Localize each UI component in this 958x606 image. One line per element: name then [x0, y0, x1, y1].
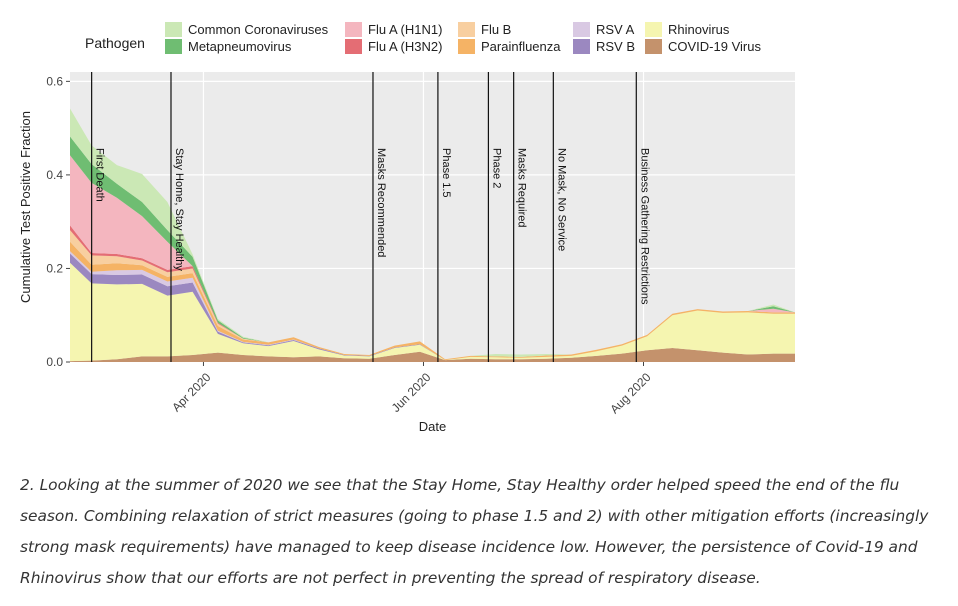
y-tick-label: 0.6	[46, 74, 63, 88]
caption-text: 2. Looking at the summer of 2020 we see …	[20, 476, 929, 587]
x-tick-label: Apr 2020	[169, 370, 214, 415]
legend-label-metapneumovirus: Metapneumovirus	[188, 39, 292, 54]
y-tick-label: 0.0	[46, 355, 63, 369]
event-label-phase-2: Phase 2	[490, 148, 502, 188]
legend-swatch-flu-a-h1n1	[345, 22, 362, 37]
legend-swatch-rhinovirus	[645, 22, 662, 37]
event-lines: First Death Stay Home, Stay Healthy Masks …	[91, 72, 650, 362]
event-label-no-mask-no-service: No Mask, No Service	[555, 148, 567, 251]
legend-swatch-rsv-b	[573, 39, 590, 54]
series-areas	[70, 108, 795, 362]
event-label-masks-required: Masks Required	[516, 148, 528, 227]
event-label-business-gathering-restrictions: Business Gathering Restrictions	[638, 148, 650, 305]
event-label-first-death: First Death	[94, 148, 106, 202]
stacked-area-chart: Pathogen Common Coronaviruses Flu A (H1N1…	[18, 22, 795, 434]
x-tick-label: Aug 2020	[607, 370, 653, 416]
legend-label-rsv-a: RSV A	[596, 22, 635, 37]
event-label-phase-1-5: Phase 1.5	[440, 148, 452, 198]
legend-label-covid-19-virus: COVID-19 Virus	[668, 39, 761, 54]
x-tick-label: Jun 2020	[389, 370, 434, 415]
y-tick-label: 0.4	[46, 168, 63, 182]
area-rhinovirus	[70, 262, 795, 362]
legend-label-parainfluenza: Parainfluenza	[481, 39, 561, 54]
legend-swatch-parainfluenza	[458, 39, 475, 54]
y-tick-label: 0.2	[46, 261, 63, 275]
legend-label-rhinovirus: Rhinovirus	[668, 22, 730, 37]
legend-swatch-rsv-a	[573, 22, 590, 37]
y-axis-title: Cumulative Test Positive Fraction	[18, 111, 33, 303]
x-axis-title: Date	[419, 419, 446, 434]
legend-label-flu-b: Flu B	[481, 22, 511, 37]
legend-title: Pathogen	[85, 35, 145, 51]
legend-label-rsv-b: RSV B	[596, 39, 635, 54]
legend: Pathogen Common Coronaviruses Flu A (H1N1…	[85, 22, 761, 54]
legend-swatch-covid-19-virus	[645, 39, 662, 54]
event-label-masks-recommended: Masks Recommended	[375, 148, 387, 257]
legend-label-common-coronaviruses: Common Coronaviruses	[188, 22, 329, 37]
legend-swatch-common-coronaviruses	[165, 22, 182, 37]
legend-swatch-flu-b	[458, 22, 475, 37]
legend-label-flu-a-h1n1: Flu A (H1N1)	[368, 22, 442, 37]
legend-swatch-flu-a-h3n2	[345, 39, 362, 54]
legend-label-flu-a-h3n2: Flu A (H3N2)	[368, 39, 442, 54]
area-covid-19-virus	[70, 348, 795, 362]
event-label-stay-home-stay-healthy: Stay Home, Stay Healthy	[173, 148, 185, 271]
legend-swatch-metapneumovirus	[165, 39, 182, 54]
